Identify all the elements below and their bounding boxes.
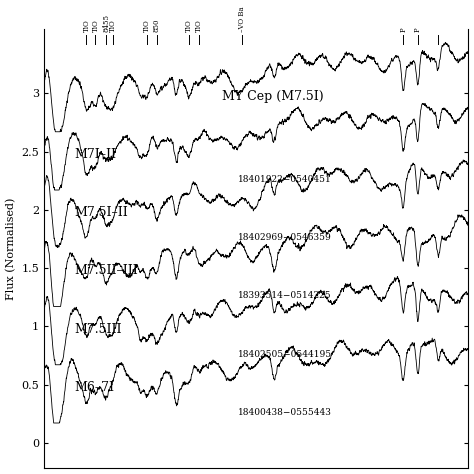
Text: M7I–II: M7I–II bbox=[74, 148, 116, 161]
Text: TiO: TiO bbox=[109, 19, 117, 32]
Text: M7.5II–III: M7.5II–III bbox=[74, 264, 138, 277]
Text: P: P bbox=[414, 27, 422, 32]
Text: MY Cep (M7.5I): MY Cep (M7.5I) bbox=[222, 90, 324, 103]
Text: 850: 850 bbox=[153, 18, 161, 32]
Text: 8455: 8455 bbox=[102, 14, 110, 32]
Text: TiO: TiO bbox=[82, 19, 91, 32]
Text: 18402969−0546359: 18402969−0546359 bbox=[238, 233, 332, 242]
Text: TiO: TiO bbox=[195, 19, 203, 32]
Text: TiO: TiO bbox=[91, 19, 100, 32]
Text: 18401922−0540451: 18401922−0540451 bbox=[238, 175, 332, 184]
Text: P: P bbox=[399, 27, 407, 32]
Text: M7.5III: M7.5III bbox=[74, 323, 122, 336]
Text: 18402505−0544195: 18402505−0544195 bbox=[238, 350, 332, 359]
Text: 18393514−0514225: 18393514−0514225 bbox=[238, 292, 332, 301]
Text: 18400438−0555443: 18400438−0555443 bbox=[238, 408, 332, 417]
Text: –VO Ba: –VO Ba bbox=[237, 6, 246, 32]
Text: TiO: TiO bbox=[143, 19, 151, 32]
Text: M6–7I: M6–7I bbox=[74, 381, 114, 394]
Text: TiO: TiO bbox=[185, 19, 193, 32]
Text: M7.5I–II: M7.5I–II bbox=[74, 206, 128, 219]
Y-axis label: Flux (Normalised): Flux (Normalised) bbox=[6, 198, 16, 300]
